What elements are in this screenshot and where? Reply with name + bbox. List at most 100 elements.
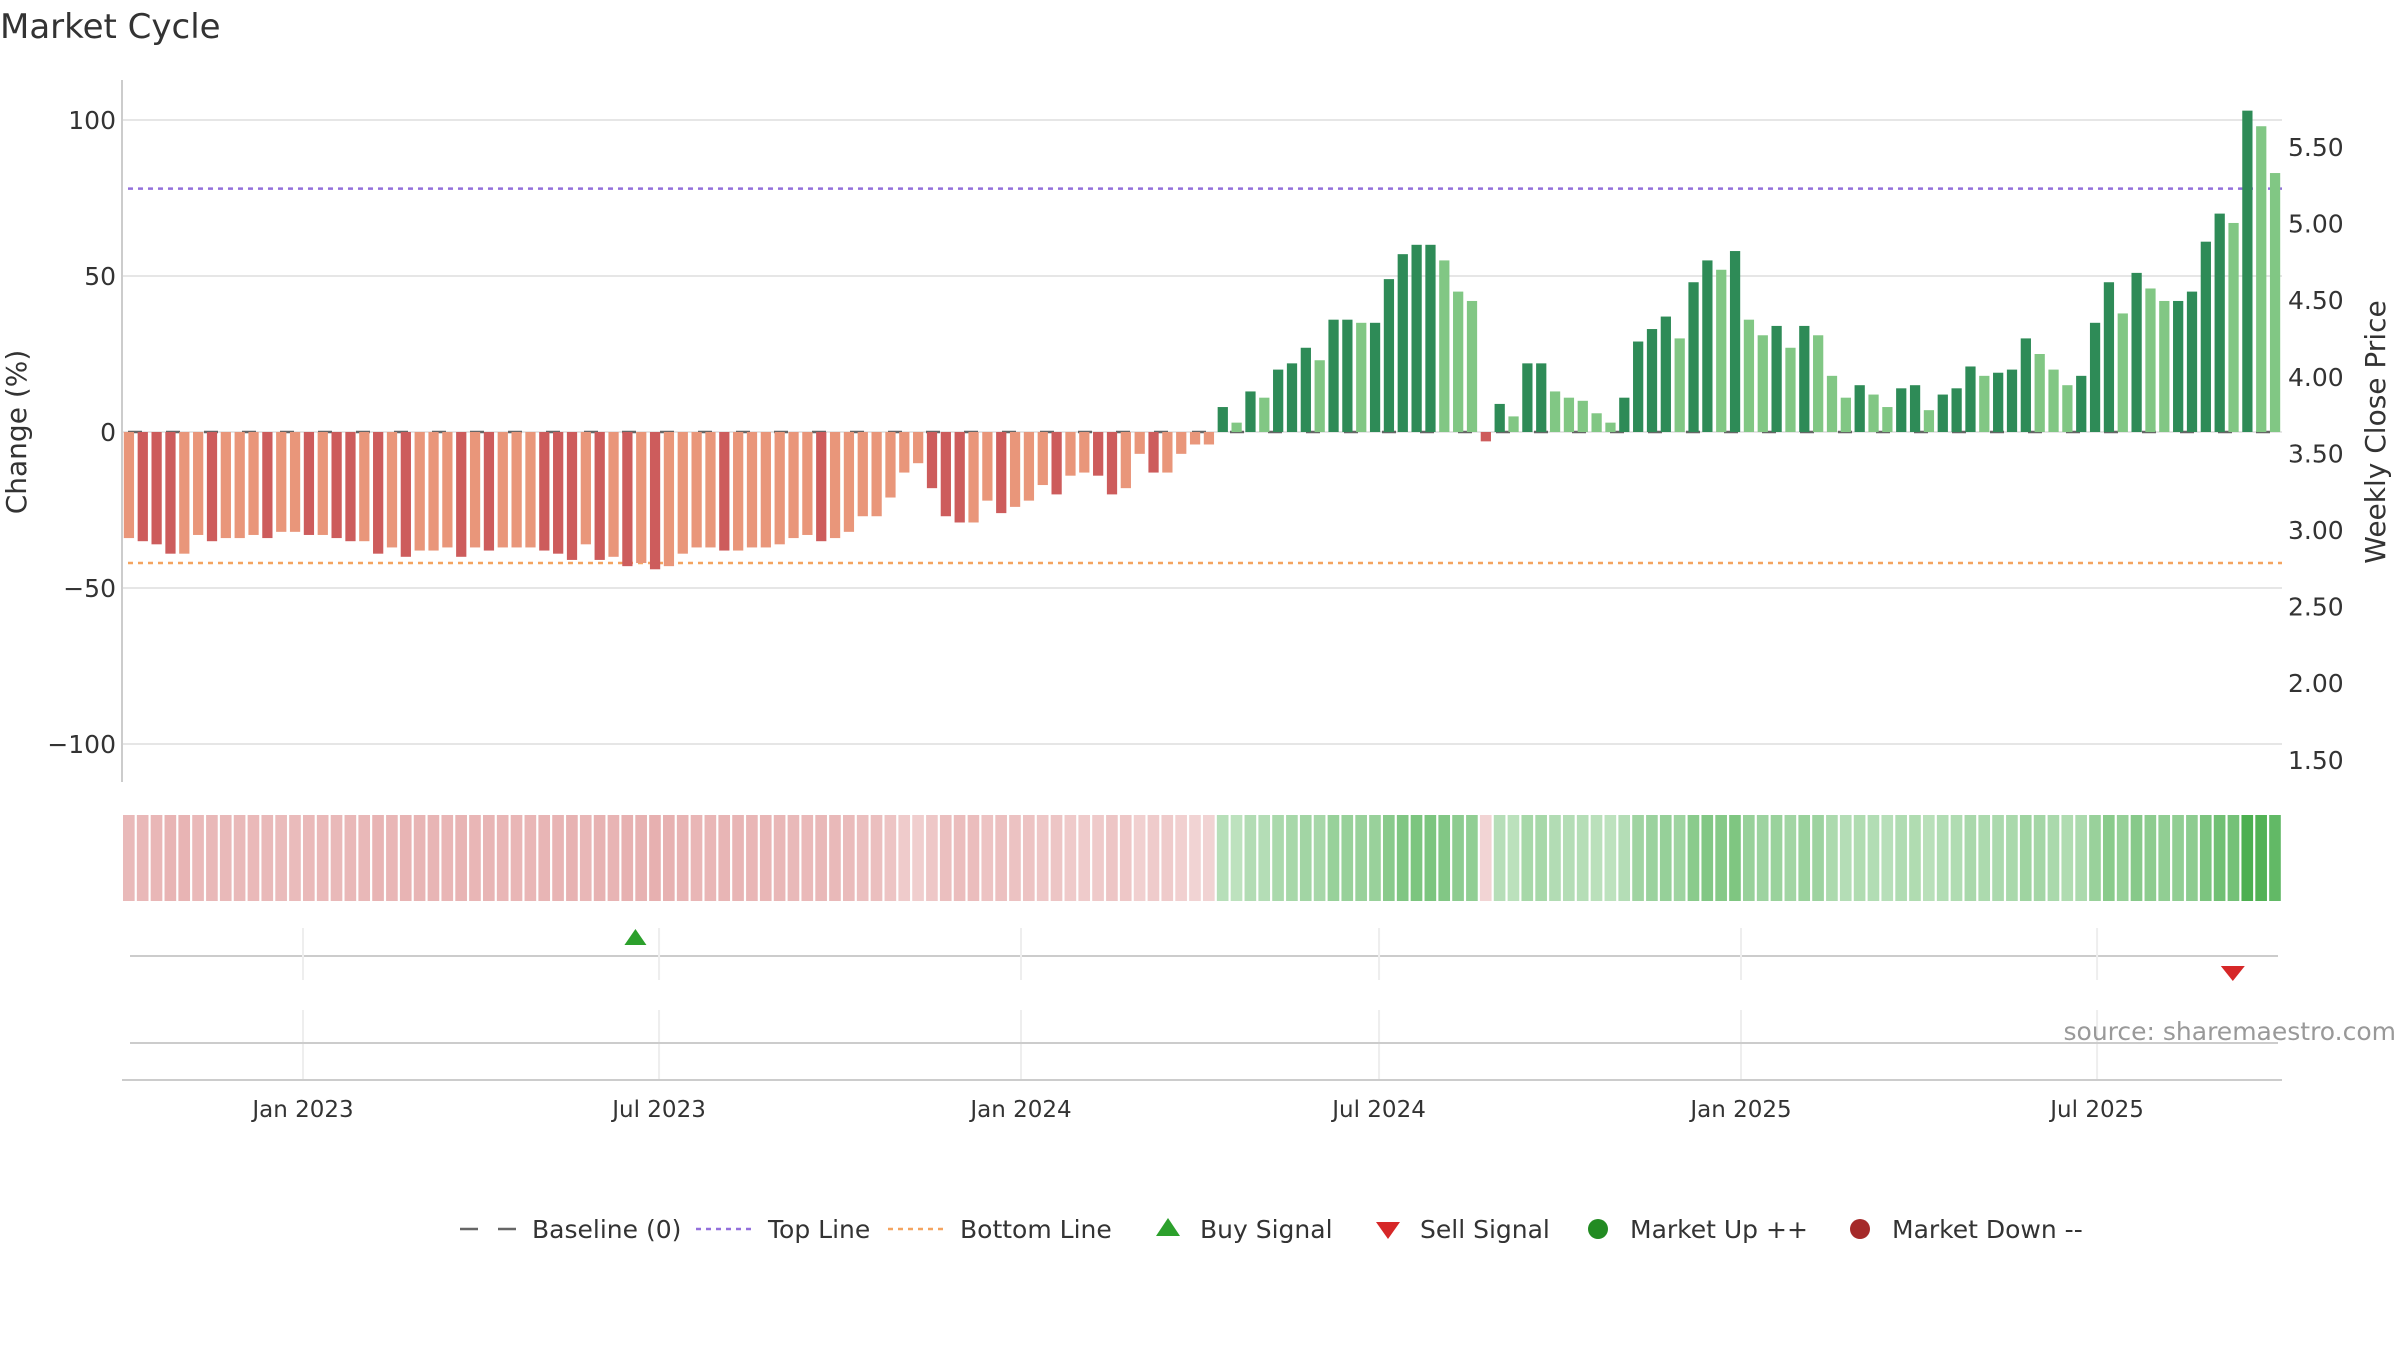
heat-cell: [2144, 815, 2157, 901]
heat-cell: [718, 815, 731, 901]
heat-cell: [593, 815, 606, 901]
heat-cell: [206, 815, 218, 901]
change-bar: [1508, 416, 1519, 432]
change-bar: [2006, 369, 2018, 432]
heat-cell: [1701, 815, 1714, 901]
y-left-tick-label: −50: [63, 574, 116, 603]
heat-cell: [1950, 815, 1963, 901]
heat-cell: [510, 815, 523, 901]
change-bar: [843, 432, 855, 532]
change-bar: [940, 432, 951, 517]
change-bar: [746, 432, 758, 548]
heat-cell: [1133, 815, 1146, 901]
heat-cell: [1175, 815, 1187, 901]
heat-cell: [261, 815, 274, 901]
heat-cell: [1147, 815, 1160, 901]
change-bar: [885, 432, 896, 498]
cycle-heat-strip: [123, 815, 2281, 901]
heat-cell: [1576, 815, 1589, 901]
lower-panel: [122, 1010, 2282, 1081]
x-tick-label: Jan 2024: [968, 1097, 1071, 1123]
heat-cell: [2061, 815, 2074, 901]
heat-cell: [386, 815, 398, 901]
heat-cell: [1992, 815, 2004, 901]
change-bar: [1799, 325, 1810, 432]
change-bar: [1037, 432, 1048, 486]
y-right-tick-label: 3.00: [2288, 516, 2344, 545]
change-bar: [539, 432, 550, 551]
change-bar: [1079, 432, 1090, 473]
change-bar: [926, 432, 938, 489]
change-bar: [1840, 397, 1851, 432]
heat-cell: [884, 815, 897, 901]
heat-cell: [1909, 815, 1921, 901]
chart-title: Market Cycle: [0, 7, 221, 47]
heat-cell: [1756, 815, 1769, 901]
change-bar: [1439, 260, 1450, 432]
change-bar: [1189, 432, 1201, 445]
change-bar: [1577, 400, 1588, 432]
change-bar: [1729, 251, 1741, 432]
change-bar: [649, 432, 661, 570]
heat-cell: [123, 815, 135, 901]
change-bar: [829, 432, 841, 539]
change-bar: [1771, 325, 1782, 432]
legend-item: Buy Signal: [1156, 1215, 1333, 1244]
heat-cell: [2075, 815, 2087, 901]
change-bar: [1522, 363, 1533, 432]
change-bar: [386, 432, 398, 548]
change-bar: [1785, 347, 1796, 432]
change-bar: [1882, 407, 1893, 432]
change-bar: [248, 432, 259, 535]
change-bar: [2200, 241, 2211, 432]
change-bar: [1231, 422, 1242, 432]
change-bar: [1009, 432, 1021, 507]
heat-cell: [233, 815, 246, 901]
heat-cell: [1646, 815, 1658, 901]
heat-cell: [1798, 815, 1811, 901]
source-note: source: sharemaestro.com: [2064, 1017, 2397, 1046]
heat-cell: [676, 815, 689, 901]
heat-cell: [1563, 815, 1575, 901]
heat-cell: [926, 815, 938, 901]
heat-cell: [1161, 815, 1174, 901]
heat-cell: [455, 815, 467, 901]
change-bar: [663, 432, 675, 567]
change-bar: [608, 432, 619, 557]
change-bar: [1342, 319, 1353, 432]
change-bar: [373, 432, 384, 554]
heat-cell: [2006, 815, 2018, 901]
heat-cell: [1535, 815, 1547, 901]
heat-cell: [1396, 815, 1409, 901]
legend-label: Bottom Line: [960, 1215, 1112, 1244]
heat-cell: [1549, 815, 1561, 901]
change-bar: [151, 432, 162, 545]
heat-cell: [483, 815, 495, 901]
heat-cell: [773, 815, 786, 901]
change-bar: [1162, 432, 1173, 473]
heat-cell: [1978, 815, 1991, 901]
change-bar: [760, 432, 771, 548]
change-bar: [1148, 432, 1159, 473]
change-bar: [2034, 354, 2045, 432]
heat-cell: [2019, 815, 2032, 901]
change-bar: [2214, 213, 2225, 432]
change-bar: [2242, 110, 2253, 432]
x-tick-label: Jan 2023: [250, 1097, 353, 1123]
change-bar: [1328, 319, 1339, 432]
change-bar: [1909, 385, 1921, 432]
change-bar: [553, 432, 564, 554]
heat-cell: [995, 815, 1007, 901]
change-bar: [1896, 388, 1907, 432]
change-bar: [1688, 282, 1699, 432]
change-bar: [179, 432, 190, 554]
change-bar: [1605, 422, 1616, 432]
change-bar: [511, 432, 522, 548]
change-bar: [2103, 282, 2115, 432]
heat-cell: [1438, 815, 1451, 901]
change-bar: [1826, 375, 1838, 432]
change-bar: [1176, 432, 1187, 454]
heat-cell: [1258, 815, 1271, 901]
legend-market-down-icon: [1850, 1219, 1870, 1239]
heat-cell: [856, 815, 869, 901]
